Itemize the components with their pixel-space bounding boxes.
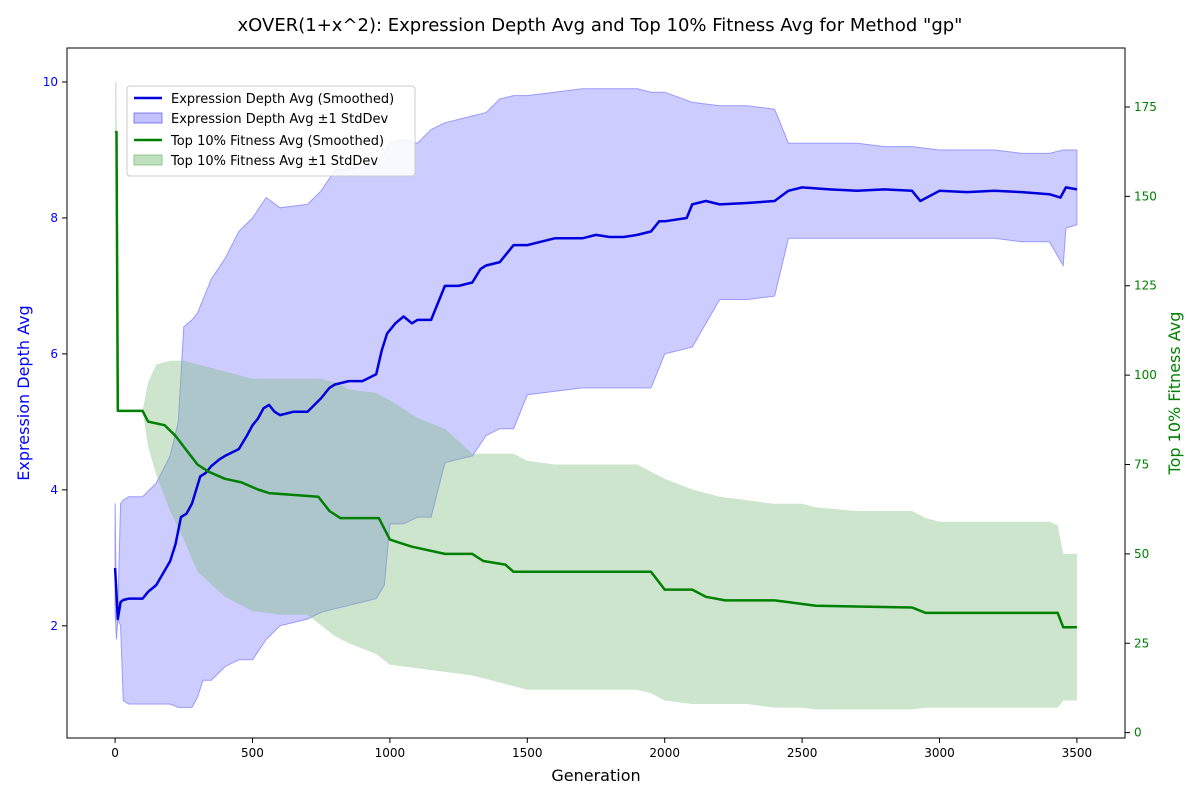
x-tick-label: 0 xyxy=(111,746,119,760)
chart-title: xOVER(1+x^2): Expression Depth Avg and T… xyxy=(238,15,963,36)
plot-frame xyxy=(66,47,1126,739)
legend: Expression Depth Avg (Smoothed) Expressi… xyxy=(126,85,416,177)
y-left-tick-label: 6 xyxy=(50,347,58,361)
y-right-tick-label: 125 xyxy=(1134,279,1157,293)
x-tick-label: 1000 xyxy=(375,746,406,760)
legend-label-depth-band: Expression Depth Avg ±1 StdDev xyxy=(171,112,389,127)
y-right-tick-label: 25 xyxy=(1134,636,1149,650)
y-right-tick-label: 150 xyxy=(1134,189,1157,203)
legend-swatch-fitness-band xyxy=(133,154,163,166)
x-tick-label: 2500 xyxy=(787,746,818,760)
x-tick-label: 500 xyxy=(241,746,264,760)
fitness-stddev-band xyxy=(115,82,1077,710)
legend-label-fitness-band: Top 10% Fitness Avg ±1 StdDev xyxy=(170,154,378,169)
x-tick-label: 2000 xyxy=(649,746,680,760)
legend-swatch-depth-band xyxy=(133,112,163,124)
y-left-tick-label: 10 xyxy=(43,75,58,89)
x-axis: 0 500 1000 1500 2000 2500 3000 3500 xyxy=(111,738,1092,760)
y-left-tick-label: 8 xyxy=(50,211,58,225)
plot-area xyxy=(113,82,1078,710)
y-axis-right-title: Top 10% Fitness Avg xyxy=(1165,312,1184,476)
x-tick-label: 3500 xyxy=(1062,746,1093,760)
legend-label-fitness-line: Top 10% Fitness Avg (Smoothed) xyxy=(170,134,384,149)
x-axis-title: Generation xyxy=(551,766,640,785)
y-right-tick-label: 175 xyxy=(1134,100,1157,114)
y-right-tick-label: 100 xyxy=(1134,368,1157,382)
depth-smoothed-line xyxy=(113,186,1078,621)
y-left-tick-label: 2 xyxy=(50,619,58,633)
legend-box xyxy=(126,85,416,177)
fitness-smoothed-line xyxy=(115,130,1077,629)
y-axis-left: 2 4 6 8 10 xyxy=(43,75,67,633)
depth-stddev-band xyxy=(114,88,1078,708)
y-right-tick-label: 0 xyxy=(1134,726,1142,740)
x-tick-label: 3000 xyxy=(924,746,955,760)
y-left-tick-label: 4 xyxy=(50,483,58,497)
y-right-tick-label: 50 xyxy=(1134,547,1149,561)
y-right-tick-label: 75 xyxy=(1134,458,1149,472)
legend-label-depth-line: Expression Depth Avg (Smoothed) xyxy=(171,92,394,107)
x-tick-label: 1500 xyxy=(512,746,543,760)
y-axis-left-title: Expression Depth Avg xyxy=(14,305,33,480)
y-axis-right: 0 25 50 75 100 125 150 175 xyxy=(1125,100,1157,740)
